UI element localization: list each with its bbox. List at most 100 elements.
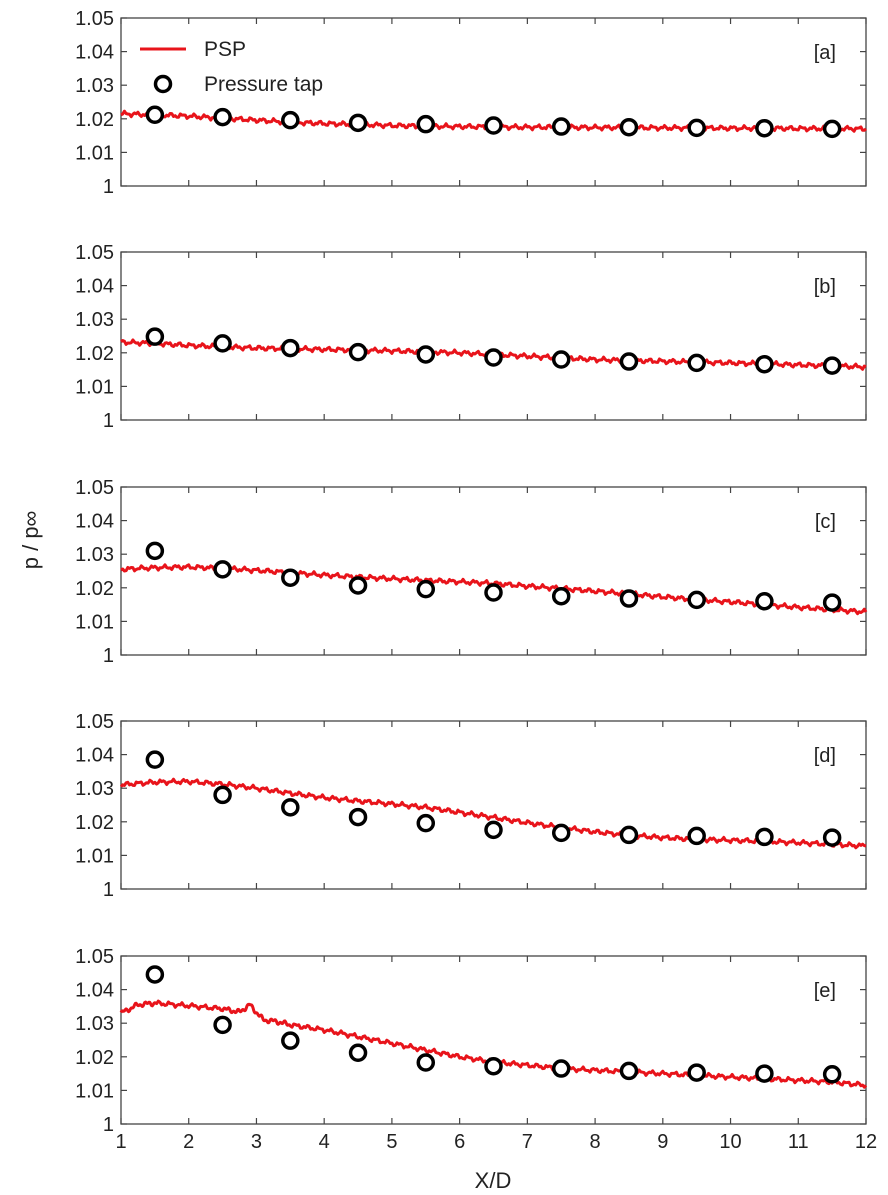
pressure-tap-point bbox=[484, 820, 503, 840]
panel-b: 1 1.01 1.02 1.03 1.04 1.05 [b] bbox=[75, 242, 867, 432]
pressure-tap-point bbox=[551, 350, 571, 369]
pressure-tap-point bbox=[551, 586, 571, 606]
psp-line bbox=[119, 999, 868, 1089]
pressure-tap-point bbox=[416, 114, 436, 134]
y-tick-label: 1.05 bbox=[75, 8, 114, 30]
pressure-tap-point bbox=[213, 785, 232, 805]
pressure-tap-point bbox=[145, 965, 165, 984]
x-tick-label: 11 bbox=[788, 1131, 809, 1153]
pressure-tap-point bbox=[281, 798, 300, 817]
pressure-tap-point bbox=[145, 327, 165, 346]
x-tick-label: 2 bbox=[183, 1131, 194, 1153]
y-tick-label: 1.01 bbox=[75, 845, 114, 867]
pressure-tap-point bbox=[281, 110, 300, 130]
pressure-tap-point bbox=[213, 107, 232, 127]
x-axis-title: X/D bbox=[475, 1168, 512, 1193]
y-tick-label: 1.02 bbox=[75, 343, 114, 365]
pressure-tap-point bbox=[145, 750, 165, 769]
pressure-tap-point bbox=[619, 117, 639, 137]
panel-label: [e] bbox=[814, 980, 836, 1002]
legend: PSP Pressure tap bbox=[140, 38, 323, 96]
y-tick-label: 1.01 bbox=[75, 142, 114, 164]
y-tick-label: 1.04 bbox=[75, 745, 114, 767]
y-tick-label: 1.05 bbox=[75, 711, 114, 733]
x-tick-label: 10 bbox=[719, 1131, 741, 1153]
x-tick-label: 8 bbox=[590, 1131, 601, 1153]
axes-frame bbox=[120, 720, 867, 890]
legend-tap-label: Pressure tap bbox=[204, 73, 323, 96]
panel-d: 1 1.01 1.02 1.03 1.04 1.05 [d] bbox=[75, 711, 867, 901]
x-tick-label: 6 bbox=[454, 1131, 465, 1153]
legend-psp-label: PSP bbox=[204, 38, 246, 61]
panel-label: [b] bbox=[814, 276, 836, 298]
pressure-tap-point bbox=[348, 807, 368, 827]
y-tick-label: 1 bbox=[103, 879, 114, 901]
pressure-tap-point bbox=[416, 579, 436, 599]
y-tick-label: 1.03 bbox=[75, 309, 114, 331]
pressure-tap-point bbox=[281, 1031, 300, 1050]
pressure-tap-point bbox=[822, 1065, 842, 1084]
pressure-tap-point bbox=[416, 1053, 436, 1072]
psp-line bbox=[119, 777, 867, 850]
y-tick-label: 1 bbox=[103, 645, 114, 667]
pressure-tap-point bbox=[145, 105, 165, 125]
y-tick-label: 1.04 bbox=[75, 511, 114, 533]
pressure-tap-point bbox=[213, 334, 232, 353]
pressure-tap-point bbox=[687, 590, 706, 610]
pressure-tap-point bbox=[484, 1056, 503, 1076]
x-tick-label: 7 bbox=[522, 1131, 533, 1153]
y-tick-label: 1.04 bbox=[75, 980, 114, 1002]
pressure-tap-point bbox=[755, 354, 774, 374]
pressure-tap-point bbox=[145, 541, 165, 561]
y-tick-label: 1.02 bbox=[75, 812, 114, 834]
pressure-tap-point bbox=[822, 119, 842, 139]
y-tick-label: 1.05 bbox=[75, 477, 114, 499]
y-tick-label: 1.03 bbox=[75, 75, 114, 97]
y-tick-label: 1.01 bbox=[75, 376, 114, 398]
pressure-tap-point bbox=[755, 591, 774, 611]
y-tick-label: 1.01 bbox=[75, 611, 114, 633]
pressure-tap-point bbox=[687, 1063, 706, 1082]
y-tick-label: 1.02 bbox=[75, 109, 114, 131]
pressure-tap-point bbox=[348, 342, 368, 362]
x-tick-label: 3 bbox=[251, 1131, 262, 1153]
x-tick-label: 9 bbox=[657, 1131, 668, 1153]
y-axis-title: p / p∞ bbox=[18, 511, 43, 570]
axes-frame bbox=[120, 955, 867, 1125]
pressure-tap-point bbox=[213, 1015, 232, 1035]
pressure-tap-point bbox=[484, 583, 503, 602]
y-tick-label: 1.02 bbox=[75, 578, 114, 600]
pressure-tap-point bbox=[755, 827, 774, 847]
x-tick-label: 4 bbox=[319, 1131, 330, 1153]
pressure-tap-point bbox=[348, 1043, 368, 1063]
x-tick-label: 1 bbox=[115, 1131, 126, 1153]
pressure-tap-point bbox=[551, 117, 571, 136]
pressure-tap-point bbox=[484, 116, 503, 135]
panel-c: 1 1.01 1.02 1.03 1.04 1.05 [c] bbox=[75, 477, 868, 667]
pressure-tap-point bbox=[213, 560, 232, 579]
pressure-tap-point bbox=[687, 118, 706, 138]
panel-label: [a] bbox=[814, 42, 836, 64]
pressure-tap-point bbox=[822, 828, 842, 847]
axes-frame bbox=[120, 486, 867, 656]
axes-frame bbox=[120, 17, 867, 187]
pressure-tap-point bbox=[822, 356, 842, 375]
y-tick-label: 1 bbox=[103, 176, 114, 198]
pressure-tap-point bbox=[281, 338, 300, 358]
x-tick-label: 5 bbox=[386, 1131, 397, 1153]
pressure-tap-point bbox=[822, 593, 842, 612]
pressure-tap-point bbox=[755, 1064, 774, 1083]
x-tick-label: 12 bbox=[855, 1131, 877, 1153]
pressure-tap-point bbox=[348, 576, 368, 595]
y-tick-label: 1 bbox=[103, 1114, 114, 1136]
panel-a: 1 1.01 1.02 1.03 1.04 1.05 [a] bbox=[75, 8, 867, 198]
y-tick-label: 1.01 bbox=[75, 1080, 114, 1102]
pressure-tap-point bbox=[619, 589, 639, 608]
y-tick-label: 1.05 bbox=[75, 242, 114, 264]
y-tick-label: 1.03 bbox=[75, 778, 114, 800]
pressure-tap-point bbox=[484, 348, 503, 367]
axes-frame bbox=[120, 251, 867, 421]
pressure-tap-point bbox=[619, 1061, 639, 1081]
